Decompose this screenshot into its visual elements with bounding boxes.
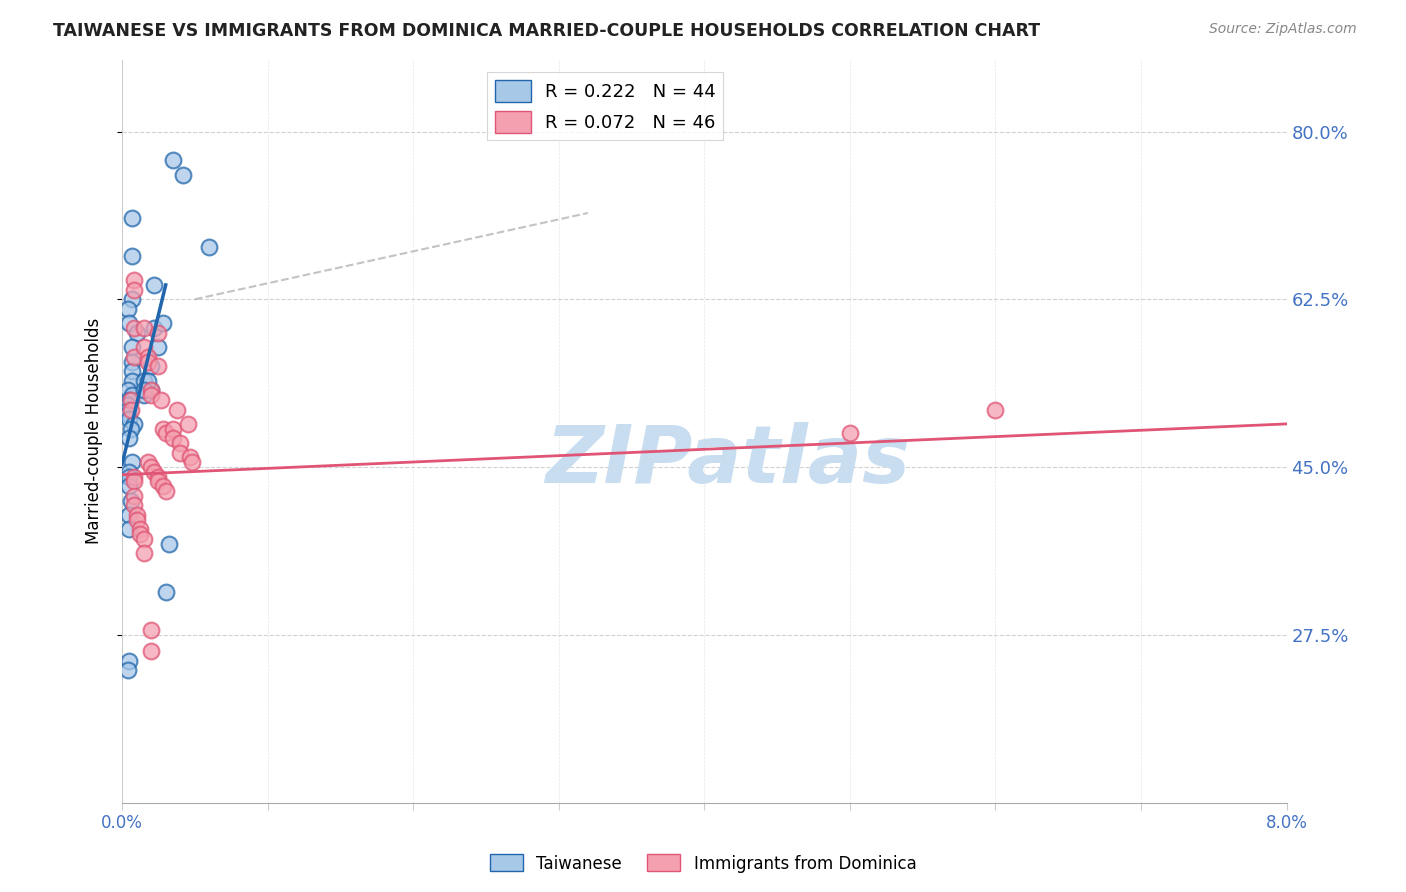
Point	[117, 407, 139, 421]
Text: Source: ZipAtlas.com: Source: ZipAtlas.com	[1209, 22, 1357, 37]
Point	[132, 546, 155, 560]
Point	[141, 359, 163, 374]
Point	[125, 508, 148, 522]
Legend: R = 0.222   N = 44, R = 0.072   N = 46: R = 0.222 N = 44, R = 0.072 N = 46	[488, 72, 723, 140]
Point	[148, 469, 170, 483]
Point	[166, 402, 188, 417]
Point	[118, 508, 141, 522]
Point	[181, 455, 204, 469]
Point	[162, 153, 184, 168]
Point	[132, 374, 155, 388]
Point	[117, 398, 139, 412]
Point	[121, 388, 143, 402]
Point	[141, 623, 163, 637]
Point	[132, 532, 155, 546]
Point	[152, 422, 174, 436]
Point	[121, 364, 143, 378]
Point	[141, 384, 163, 398]
Point	[136, 354, 159, 368]
Point	[132, 321, 155, 335]
Point	[120, 402, 142, 417]
Point	[118, 654, 141, 668]
Point	[120, 392, 142, 407]
Point	[155, 426, 177, 441]
Point	[118, 522, 141, 536]
Point	[155, 483, 177, 498]
Point	[136, 350, 159, 364]
Point	[132, 384, 155, 398]
Point	[141, 384, 163, 398]
Point	[122, 283, 145, 297]
Point	[125, 513, 148, 527]
Point	[122, 499, 145, 513]
Point	[152, 316, 174, 330]
Point	[118, 465, 141, 479]
Point	[122, 417, 145, 431]
Point	[117, 301, 139, 316]
Text: TAIWANESE VS IMMIGRANTS FROM DOMINICA MARRIED-COUPLE HOUSEHOLDS CORRELATION CHAR: TAIWANESE VS IMMIGRANTS FROM DOMINICA MA…	[53, 22, 1040, 40]
Point	[122, 350, 145, 364]
Point	[121, 211, 143, 225]
Point	[162, 422, 184, 436]
Point	[150, 392, 173, 407]
Point	[162, 431, 184, 445]
Point	[122, 273, 145, 287]
Point	[148, 359, 170, 374]
Point	[143, 321, 166, 335]
Point	[118, 479, 141, 493]
Point	[121, 293, 143, 307]
Point	[169, 436, 191, 450]
Point	[125, 326, 148, 340]
Point	[118, 431, 141, 445]
Point	[984, 402, 1007, 417]
Point	[121, 340, 143, 354]
Point	[121, 354, 143, 368]
Point	[121, 374, 143, 388]
Point	[122, 469, 145, 483]
Point	[122, 321, 145, 335]
Point	[120, 422, 142, 436]
Point	[143, 465, 166, 479]
Point	[155, 584, 177, 599]
Point	[128, 527, 150, 541]
Point	[157, 537, 180, 551]
Point	[121, 249, 143, 263]
Point	[121, 455, 143, 469]
Point	[118, 392, 141, 407]
Point	[136, 374, 159, 388]
Point	[169, 445, 191, 459]
Point	[136, 455, 159, 469]
Point	[148, 340, 170, 354]
Point	[122, 489, 145, 503]
Point	[132, 340, 155, 354]
Point	[117, 663, 139, 677]
Point	[838, 426, 860, 441]
Point	[141, 644, 163, 658]
Text: ZIPatlas: ZIPatlas	[546, 422, 910, 500]
Point	[128, 522, 150, 536]
Point	[198, 239, 221, 253]
Point	[120, 493, 142, 508]
Point	[152, 479, 174, 493]
Point	[117, 384, 139, 398]
Legend: Taiwanese, Immigrants from Dominica: Taiwanese, Immigrants from Dominica	[482, 847, 924, 880]
Point	[143, 277, 166, 292]
Point	[172, 168, 194, 182]
Point	[118, 316, 141, 330]
Point	[141, 388, 163, 402]
Point	[122, 475, 145, 489]
Point	[132, 388, 155, 402]
Point	[176, 417, 198, 431]
Point	[148, 326, 170, 340]
Point	[141, 460, 163, 475]
Point	[118, 412, 141, 426]
Point	[179, 450, 201, 465]
Y-axis label: Married-couple Households: Married-couple Households	[86, 318, 103, 544]
Point	[118, 469, 141, 483]
Point	[148, 475, 170, 489]
Point	[117, 402, 139, 417]
